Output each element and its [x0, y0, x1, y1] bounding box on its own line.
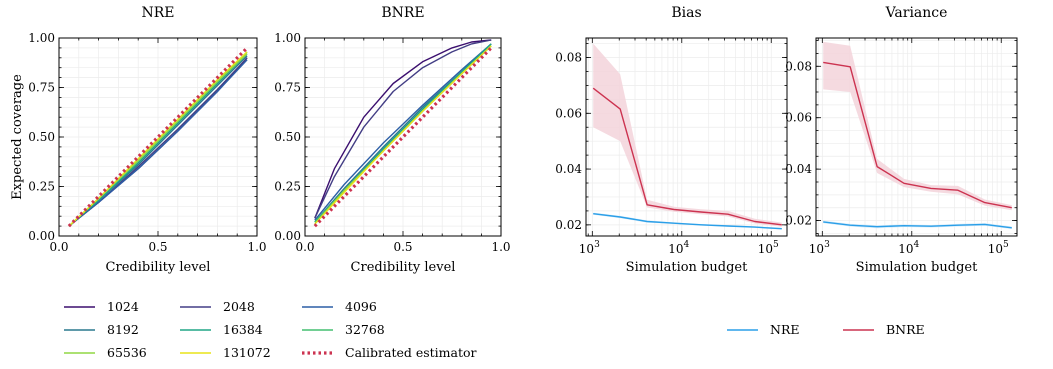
y-axis-label: Expected coverage — [10, 74, 25, 200]
y-tick-label: 0.08 — [555, 51, 582, 65]
x-tick-exponent: 4 — [684, 240, 690, 250]
x-tick-label: 0.5 — [148, 240, 167, 254]
y-tick-label: 0.75 — [28, 81, 55, 95]
panel-title: Variance — [885, 5, 948, 21]
panel-title: Bias — [671, 5, 701, 21]
panel-title: NRE — [141, 5, 174, 21]
x-tick-base: 10 — [809, 242, 824, 256]
x-tick-label: 0.0 — [295, 240, 314, 254]
panel-bias: 103 104 1050.020.040.060.08BiasSimulation … — [555, 5, 788, 275]
series-line-131072 — [314, 45, 492, 225]
grid-bias — [586, 38, 787, 236]
legend-label: 65536 — [107, 345, 147, 360]
y-tick-label: 0.04 — [785, 162, 812, 176]
legend-left: 1024 8192 65536 2048 16384 131072 4096 32768 Cal… — [64, 299, 477, 360]
legend-label: NRE — [770, 322, 799, 337]
x-axis-label: Simulation budget — [856, 260, 978, 275]
x-tick-exponent: 5 — [773, 240, 779, 250]
x-tick-label: 1.0 — [491, 240, 510, 254]
x-axis-label: Simulation budget — [626, 260, 748, 275]
y-tick-label: 0.08 — [785, 59, 812, 73]
legend-item: BNRE — [843, 322, 925, 337]
series-line-4096 — [314, 43, 492, 221]
series-line-16384 — [68, 53, 248, 227]
y-tick-label: 1.00 — [274, 31, 301, 45]
legend-item: 16384 — [180, 322, 263, 337]
x-tick-base: 10 — [668, 242, 683, 256]
series-line-2048 — [314, 39, 492, 219]
x-tick-label: 104 — [668, 240, 689, 256]
y-tick-label: 0.00 — [274, 229, 301, 243]
legend-label: 131072 — [223, 345, 271, 360]
panel-bnre: 0.0 0.5 1.0 0.00 0.25 0.50 0.75 1.00 BNRE Credibi… — [274, 5, 510, 275]
x-tick-label: 1.0 — [247, 240, 266, 254]
legend-item: 1024 — [64, 299, 139, 314]
x-tick-label: 0.5 — [393, 240, 412, 254]
panel-title: BNRE — [381, 5, 424, 21]
series-line-NRE — [823, 221, 1012, 229]
legend-label: BNRE — [886, 322, 925, 337]
legend-item: NRE — [727, 322, 799, 337]
y-tick-label: 0.00 — [28, 229, 55, 243]
series-line-BNRE — [592, 87, 782, 226]
x-tick-base: 10 — [988, 242, 1003, 256]
reference-line-calibrated — [67, 46, 249, 228]
legend-label: 4096 — [345, 299, 377, 314]
y-tick-label: 0.50 — [274, 130, 301, 144]
y-tick-label: 0.25 — [274, 180, 301, 194]
legend-item: 4096 — [302, 299, 377, 314]
panel-nre: 0.0 0.5 1.0 0.00 0.25 0.50 0.75 1.00 NRE Credibil… — [10, 5, 267, 275]
y-tick-label: 0.75 — [274, 81, 301, 95]
band-bnre — [593, 43, 782, 227]
legend-label: 16384 — [223, 322, 263, 337]
x-tick-exponent: 4 — [914, 240, 920, 250]
legend-label: 1024 — [107, 299, 139, 314]
x-tick-label: 105 — [988, 240, 1009, 256]
legend-item: Calibrated estimator — [302, 345, 477, 360]
legend-label: 2048 — [223, 299, 255, 314]
series-line-1024 — [314, 39, 492, 219]
x-tick-exponent: 3 — [824, 240, 830, 250]
x-axis-label: Credibility level — [106, 260, 211, 275]
legend-item: 2048 — [180, 299, 255, 314]
axes-frame — [815, 37, 1018, 237]
band-bnre — [823, 41, 1012, 211]
x-tick-label: 0.0 — [49, 240, 68, 254]
x-tick-exponent: 3 — [594, 240, 600, 250]
legend-right: NRE BNRE — [727, 322, 925, 337]
x-tick-label: 104 — [898, 240, 919, 256]
x-axis-label: Credibility level — [351, 260, 456, 275]
x-tick-label: 103 — [579, 240, 600, 256]
x-tick-label: 105 — [758, 240, 779, 256]
y-tick-label: 0.06 — [785, 111, 812, 125]
x-tick-exponent: 5 — [1003, 240, 1009, 250]
y-tick-label: 0.50 — [28, 130, 55, 144]
series-line-NRE — [593, 213, 782, 230]
panel-variance: 103 104 1050.020.040.060.08VarianceSimulat… — [785, 5, 1018, 275]
legend-label: 8192 — [107, 322, 139, 337]
x-tick-base: 10 — [579, 242, 594, 256]
y-tick-label: 0.04 — [555, 162, 582, 176]
y-tick-label: 0.02 — [785, 214, 812, 228]
legend-item: 8192 — [64, 322, 139, 337]
y-tick-label: 0.02 — [555, 218, 582, 232]
x-tick-label: 103 — [809, 240, 830, 256]
x-tick-base: 10 — [758, 242, 773, 256]
legend-label: Calibrated estimator — [345, 345, 477, 360]
legend-item: 65536 — [64, 345, 147, 360]
series-line-BNRE — [823, 61, 1012, 209]
y-tick-label: 0.25 — [28, 180, 55, 194]
y-tick-label: 1.00 — [28, 31, 55, 45]
x-tick-base: 10 — [898, 242, 913, 256]
y-tick-label: 0.06 — [555, 106, 582, 120]
legend-label: 32768 — [345, 322, 385, 337]
series-line-4096 — [68, 59, 248, 227]
legend-item: 131072 — [180, 345, 271, 360]
axes-frame — [585, 37, 788, 237]
legend-item: 32768 — [302, 322, 385, 337]
